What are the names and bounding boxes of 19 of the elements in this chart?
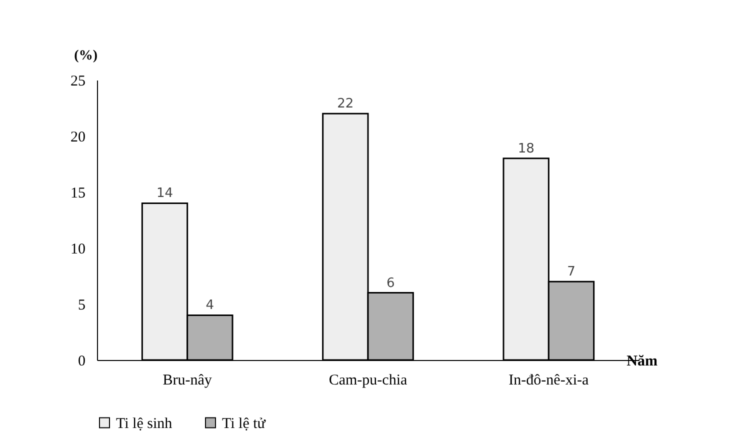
data-label: 18 xyxy=(518,141,534,156)
y-tick-label: 15 xyxy=(70,186,86,202)
x-tick-label: Bru-nây xyxy=(162,372,212,388)
x-axis-title: Năm xyxy=(626,354,658,370)
y-axis-title: (%) xyxy=(74,48,98,64)
data-label: 14 xyxy=(156,186,174,202)
legend-label: Ti lệ sinh xyxy=(116,416,173,432)
y-tick-label: 5 xyxy=(78,298,86,314)
y-tick-label: 20 xyxy=(70,130,86,146)
x-tick-label: In-đô-nê-xi-a xyxy=(508,372,589,388)
y-tick-label: 25 xyxy=(70,74,86,90)
x-tick-label: Cam-pu-chia xyxy=(328,372,408,388)
data-label: 6 xyxy=(386,276,395,291)
data-label: 4 xyxy=(206,298,214,314)
y-tick-label: 0 xyxy=(78,354,86,370)
legend-label: Ti lệ tử xyxy=(222,416,266,432)
data-label: 7 xyxy=(567,264,576,280)
y-tick-label: 10 xyxy=(70,242,86,258)
data-label: 22 xyxy=(337,96,354,112)
